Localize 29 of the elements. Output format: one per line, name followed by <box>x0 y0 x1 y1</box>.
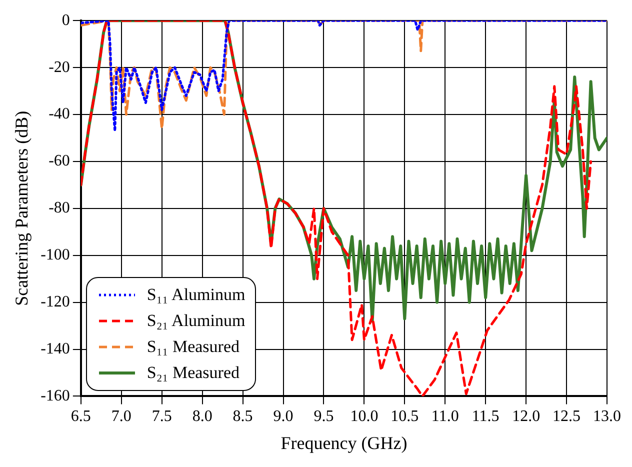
x-tick-label: 13.0 <box>593 408 621 426</box>
x-tick-label: 10.0 <box>350 408 378 426</box>
x-axis-title: Frequency (GHz) <box>280 432 408 453</box>
x-tick-label: 8.5 <box>232 408 253 426</box>
x-tick-label: 9.0 <box>273 408 294 426</box>
x-tick-label: 12.5 <box>552 408 581 426</box>
y-tick-label: -80 <box>48 200 70 217</box>
y-tick-label: -60 <box>48 152 70 170</box>
y-tick-label: -140 <box>40 340 70 358</box>
x-tick-label: 12.0 <box>512 408 540 426</box>
x-tick-label: 9.5 <box>314 408 334 426</box>
x-tick-label: 8.0 <box>192 408 212 426</box>
x-tick-label: 7.5 <box>152 408 172 426</box>
x-tick-label: 6.5 <box>70 408 91 426</box>
y-tick-label: 0 <box>62 12 70 29</box>
legend-label: S₁₁ Aluminum <box>146 285 246 306</box>
x-tick-label: 11.5 <box>472 408 500 426</box>
legend-label: S₂₁ Measured <box>146 363 240 384</box>
x-tick-label: 11.0 <box>431 408 459 426</box>
y-tick-label: -120 <box>40 294 70 311</box>
y-tick-label: -100 <box>40 246 70 264</box>
legend-label: S₁₁ Measured <box>146 337 240 358</box>
y-tick-label: -40 <box>48 106 70 123</box>
x-tick-label: 10.5 <box>390 408 419 426</box>
legend-label: S₂₁ Aluminum <box>146 311 246 332</box>
y-tick-label: -160 <box>40 387 70 404</box>
y-axis-title: Scattering Parameters (dB) <box>12 110 32 306</box>
y-tick-label: -20 <box>48 58 70 76</box>
x-tick-label: 7.0 <box>111 408 132 426</box>
